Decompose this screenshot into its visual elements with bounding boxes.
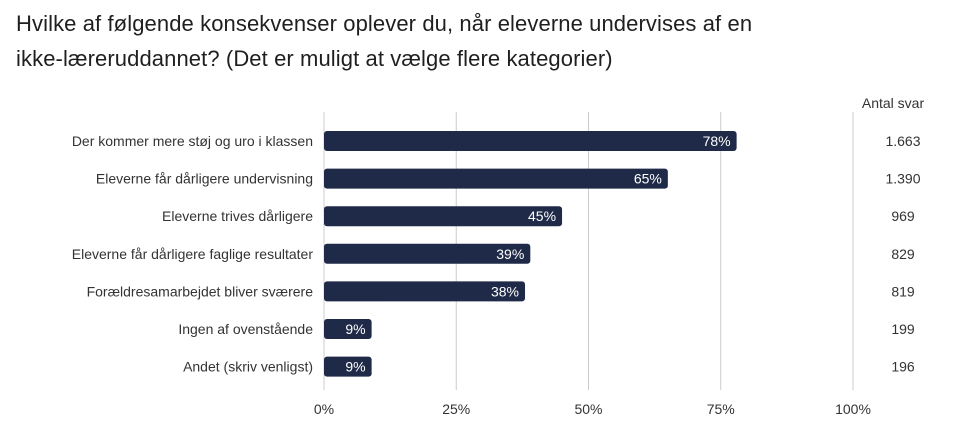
- bar: [324, 356, 372, 377]
- bar-value-label: 38%: [491, 283, 519, 299]
- response-count: 819: [891, 283, 915, 299]
- chart-title-line-1: Hvilke af følgende konsekvenser oplever …: [16, 11, 753, 36]
- response-count: 1.390: [885, 171, 920, 187]
- response-count: 829: [891, 246, 915, 262]
- bar: [324, 319, 372, 339]
- x-tick-label: 100%: [835, 401, 871, 417]
- bar-value-label: 45%: [528, 208, 556, 224]
- bar-value-label: 39%: [496, 246, 524, 262]
- x-axis-ticks: 0% 25% 50% 75% 100%: [314, 401, 871, 417]
- category-label: Eleverne får dårligere faglige resultate…: [72, 246, 314, 262]
- x-tick-label: 50%: [574, 401, 602, 417]
- response-count: 199: [891, 321, 915, 337]
- bar: [324, 131, 737, 151]
- bar-value-label: 78%: [703, 133, 731, 149]
- response-count: 969: [891, 208, 915, 224]
- chart-title-line-2: ikke-læreruddannet? (Det er muligt at væ…: [16, 46, 613, 71]
- category-label: Eleverne får dårligere undervisning: [96, 171, 313, 187]
- category-labels: Der kommer mere støj og uro i klassen Ele…: [72, 133, 314, 375]
- category-label: Der kommer mere støj og uro i klassen: [72, 133, 313, 149]
- bar-value-label: 9%: [345, 359, 365, 375]
- category-label: Andet (skriv venligst): [183, 359, 313, 375]
- category-label: Eleverne trives dårligere: [162, 208, 313, 224]
- count-column: Antal svar 1.663 1.390 969 829 819 199 196: [862, 95, 925, 375]
- bar: [324, 206, 563, 227]
- category-label: Ingen af ovenstående: [178, 321, 313, 337]
- bar: [324, 243, 531, 264]
- count-column-header: Antal svar: [862, 95, 925, 111]
- response-count: 196: [891, 359, 915, 375]
- bar: [324, 281, 526, 302]
- bars: 78% 65% 45% 39% 38% 9% 9%: [324, 131, 737, 377]
- x-tick-label: 75%: [707, 401, 735, 417]
- bar-value-label: 9%: [345, 321, 365, 337]
- chart-title: Hvilke af følgende konsekvenser oplever …: [16, 6, 946, 76]
- x-tick-label: 25%: [442, 401, 470, 417]
- x-tick-label: 0%: [314, 401, 334, 417]
- response-count: 1.663: [885, 133, 920, 149]
- bar: [324, 168, 668, 189]
- bar-value-label: 65%: [634, 171, 662, 187]
- category-label: Forældresamarbejdet bliver sværere: [87, 283, 314, 299]
